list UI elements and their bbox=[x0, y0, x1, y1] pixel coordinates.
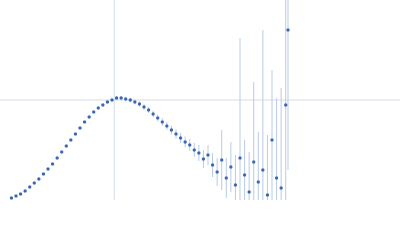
data-point bbox=[261, 168, 265, 172]
data-point bbox=[50, 162, 55, 166]
data-point bbox=[178, 136, 183, 140]
data-point bbox=[256, 180, 260, 184]
data-point bbox=[270, 138, 274, 142]
data-point bbox=[183, 140, 187, 144]
data-point bbox=[215, 170, 219, 174]
data-point bbox=[238, 156, 242, 160]
data-point bbox=[220, 158, 224, 162]
data-point bbox=[210, 163, 215, 167]
data-point bbox=[64, 144, 68, 148]
data-point bbox=[233, 183, 238, 187]
data-point bbox=[197, 151, 201, 155]
data-point bbox=[87, 115, 91, 119]
data-point bbox=[188, 143, 192, 147]
data-point bbox=[224, 176, 228, 180]
data-point bbox=[82, 120, 87, 124]
data-point bbox=[73, 132, 78, 136]
data-point bbox=[274, 176, 279, 180]
data-point bbox=[14, 194, 18, 198]
data-point bbox=[110, 98, 114, 102]
data-point bbox=[37, 177, 41, 181]
data-point bbox=[119, 96, 123, 100]
data-point bbox=[286, 28, 290, 32]
data-point bbox=[174, 132, 178, 136]
data-point bbox=[252, 160, 256, 164]
data-point bbox=[46, 167, 50, 171]
data-point bbox=[124, 97, 128, 101]
data-point bbox=[23, 189, 27, 193]
data-point bbox=[247, 190, 251, 194]
data-point bbox=[242, 173, 247, 177]
data-point bbox=[55, 156, 59, 160]
data-point bbox=[284, 103, 288, 107]
data-point bbox=[156, 116, 160, 120]
data-point bbox=[92, 110, 96, 114]
data-point bbox=[128, 98, 132, 102]
data-point bbox=[151, 112, 155, 116]
data-point bbox=[169, 128, 174, 132]
data-point bbox=[69, 138, 73, 142]
data-point bbox=[201, 157, 206, 161]
data-point bbox=[96, 106, 100, 110]
data-point bbox=[265, 193, 270, 197]
data-point bbox=[114, 96, 119, 100]
data-point bbox=[78, 126, 82, 130]
data-point bbox=[101, 103, 105, 107]
data-point bbox=[18, 192, 23, 196]
data-point bbox=[206, 153, 210, 157]
data-point bbox=[142, 105, 146, 109]
chart bbox=[0, 0, 400, 200]
data-point bbox=[41, 172, 46, 176]
data-point bbox=[133, 100, 137, 104]
data-point bbox=[165, 124, 169, 128]
data-point bbox=[192, 148, 196, 152]
data-point bbox=[160, 120, 164, 124]
data-point bbox=[32, 181, 36, 185]
data-point bbox=[229, 165, 233, 169]
data-point bbox=[137, 102, 142, 106]
data-point bbox=[146, 108, 151, 112]
data-point bbox=[9, 196, 14, 200]
data-point bbox=[28, 185, 32, 189]
data-point bbox=[105, 100, 110, 104]
data-point bbox=[60, 150, 64, 154]
data-point bbox=[279, 186, 283, 190]
